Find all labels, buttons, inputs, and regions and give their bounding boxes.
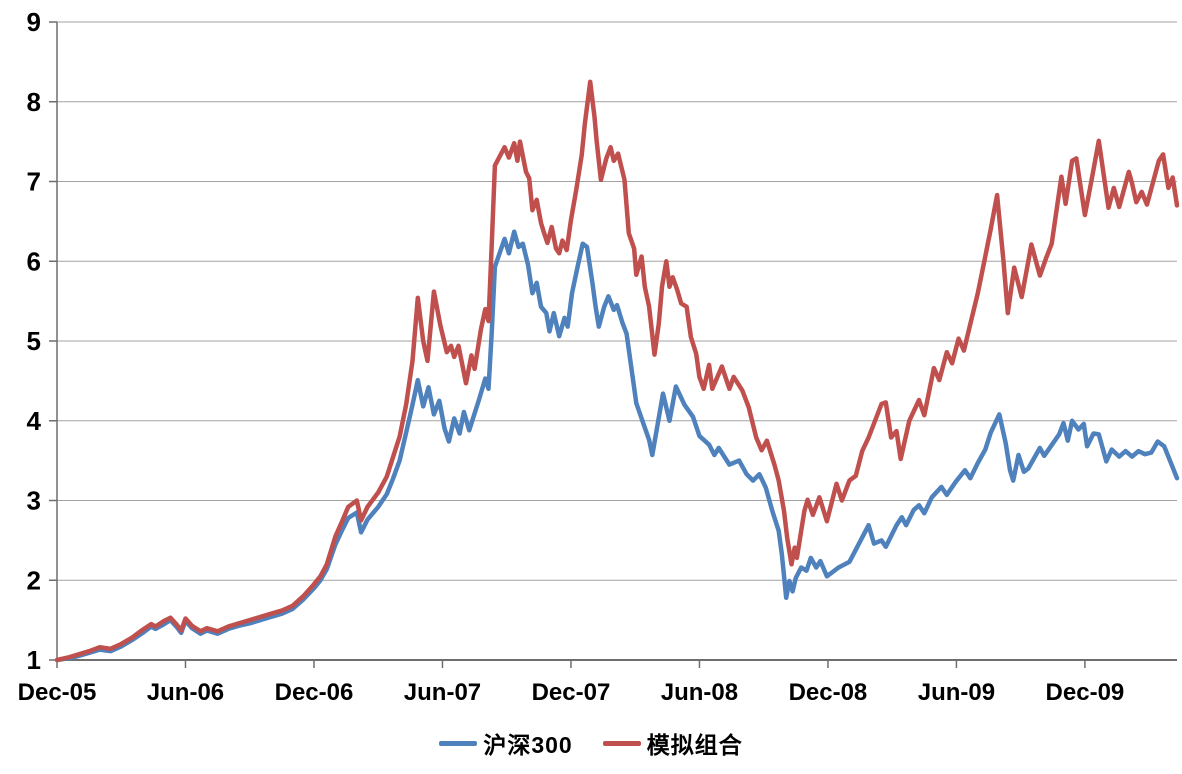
- x-tick-label-Dec-09: Dec-09: [1046, 679, 1125, 706]
- csi300-line-swatch: [439, 740, 478, 746]
- x-tick-label-Dec-06: Dec-06: [275, 679, 354, 706]
- legend-item-csi300: 沪深300: [439, 726, 572, 760]
- y-tick-label-1: 1: [27, 645, 41, 675]
- chart-legend: 沪深300 模拟组合: [0, 726, 1182, 760]
- legend-item-portfolio: 模拟组合: [602, 726, 743, 760]
- y-tick-label-3: 3: [27, 486, 41, 516]
- portfolio-legend-label: 模拟组合: [646, 732, 743, 758]
- y-tick-label-5: 5: [27, 326, 41, 356]
- csi300-legend-label: 沪深300: [483, 732, 573, 758]
- x-tick-label-Jun-06: Jun-06: [147, 679, 224, 706]
- y-tick-label-6: 6: [27, 246, 41, 276]
- x-tick-label-Dec-08: Dec-08: [789, 679, 868, 706]
- portfolio-line-swatch: [602, 740, 641, 746]
- y-tick-label-4: 4: [27, 406, 42, 436]
- y-tick-label-7: 7: [27, 167, 41, 197]
- y-tick-label-9: 9: [27, 7, 41, 37]
- x-tick-label-Dec-05: Dec-05: [18, 679, 97, 706]
- series-portfolio-line: [54, 79, 1180, 663]
- y-tick-label-2: 2: [27, 565, 41, 595]
- x-tick-label-Dec-07: Dec-07: [532, 679, 611, 706]
- x-tick-label-Jun-08: Jun-08: [661, 679, 738, 706]
- x-tick-label-Jun-09: Jun-09: [918, 679, 995, 706]
- y-tick-label-8: 8: [27, 87, 41, 117]
- x-tick-label-Jun-07: Jun-07: [404, 679, 481, 706]
- series-csi300-line: [54, 229, 1180, 663]
